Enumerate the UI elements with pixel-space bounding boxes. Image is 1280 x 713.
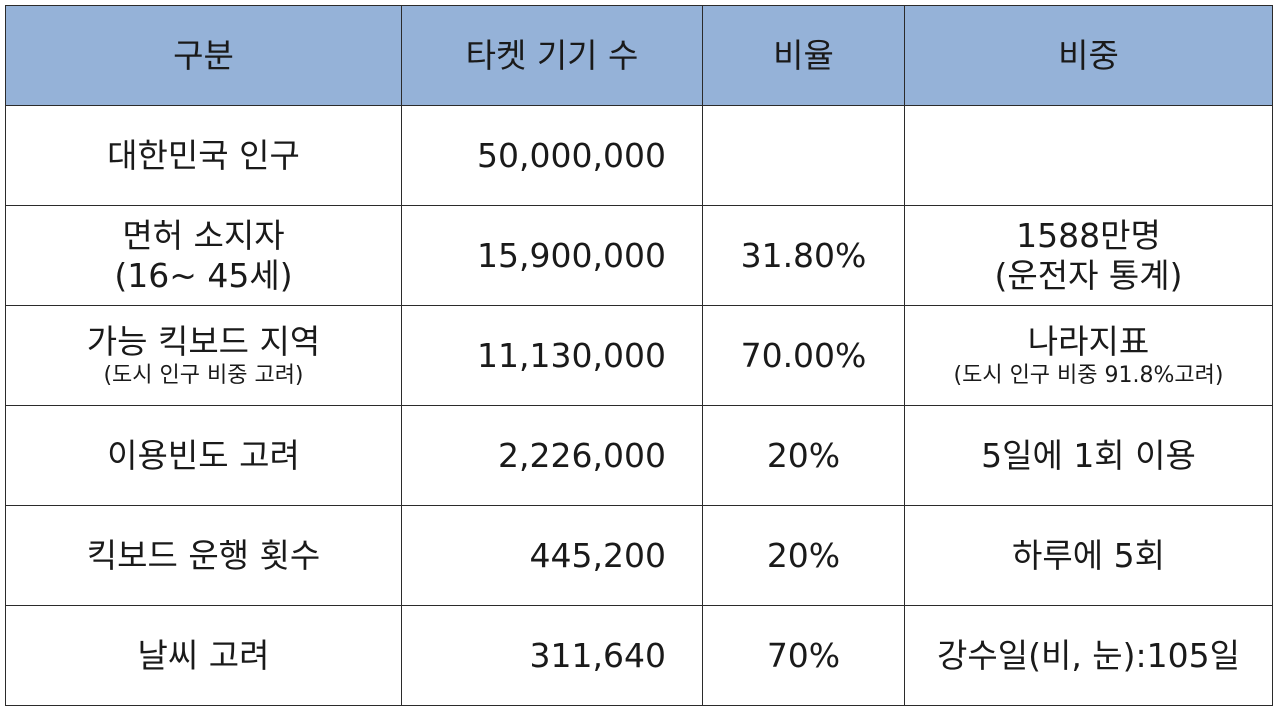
estimate-table: 구분 타켓 기기 수 비율 비중 대한민국 인구 50,000,000 면허 소… bbox=[5, 5, 1273, 706]
row-ratio: 20% bbox=[702, 505, 905, 606]
row-note: 나라지표 bbox=[1027, 321, 1150, 361]
row-label-cell: 면허 소지자 (16~ 45세) bbox=[5, 205, 402, 306]
header-ratio: 비율 bbox=[702, 5, 905, 106]
header-category: 구분 bbox=[5, 5, 402, 106]
row-label-sub: (도시 인구 비중 고려) bbox=[103, 363, 304, 389]
row-count: 2,226,000 bbox=[401, 405, 703, 506]
row-ratio: 70.00% bbox=[702, 305, 905, 406]
row-label-sub: (16~ 45세) bbox=[114, 255, 293, 295]
header-target-count: 타켓 기기 수 bbox=[401, 5, 703, 106]
row-label-cell: 이용빈도 고려 bbox=[5, 405, 402, 506]
row-note-sub: (운전자 통계) bbox=[994, 255, 1183, 295]
row-count: 311,640 bbox=[401, 605, 703, 706]
row-note: 5일에 1회 이용 bbox=[981, 435, 1196, 475]
row-note: 1588만명 bbox=[1016, 215, 1161, 255]
table-row: 면허 소지자 (16~ 45세) 15,900,000 31.80% 1588만… bbox=[5, 205, 1273, 306]
row-count: 50,000,000 bbox=[401, 105, 703, 206]
row-note-cell: 나라지표 (도시 인구 비중 91.8%고려) bbox=[904, 305, 1273, 406]
row-label: 이용빈도 고려 bbox=[107, 435, 300, 475]
row-note: 하루에 5회 bbox=[1012, 535, 1165, 575]
row-count: 15,900,000 bbox=[401, 205, 703, 306]
row-note-cell bbox=[904, 105, 1273, 206]
table-row: 가능 킥보드 지역 (도시 인구 비중 고려) 11,130,000 70.00… bbox=[5, 305, 1273, 406]
row-label-cell: 가능 킥보드 지역 (도시 인구 비중 고려) bbox=[5, 305, 402, 406]
row-ratio: 31.80% bbox=[702, 205, 905, 306]
row-ratio bbox=[702, 105, 905, 206]
row-label-cell: 날씨 고려 bbox=[5, 605, 402, 706]
row-label: 면허 소지자 bbox=[122, 215, 285, 255]
row-ratio: 20% bbox=[702, 405, 905, 506]
table-row: 킥보드 운행 횟수 445,200 20% 하루에 5회 bbox=[5, 505, 1273, 606]
table-row: 대한민국 인구 50,000,000 bbox=[5, 105, 1273, 206]
row-note-cell: 5일에 1회 이용 bbox=[904, 405, 1273, 506]
row-count: 11,130,000 bbox=[401, 305, 703, 406]
row-label-cell: 킥보드 운행 횟수 bbox=[5, 505, 402, 606]
row-note-sub: (도시 인구 비중 91.8%고려) bbox=[953, 363, 1224, 389]
row-note-cell: 강수일(비, 눈):105일 bbox=[904, 605, 1273, 706]
header-weight: 비중 bbox=[904, 5, 1273, 106]
row-label-cell: 대한민국 인구 bbox=[5, 105, 402, 206]
table-row: 날씨 고려 311,640 70% 강수일(비, 눈):105일 bbox=[5, 605, 1273, 706]
row-note-cell: 1588만명 (운전자 통계) bbox=[904, 205, 1273, 306]
header-row: 구분 타켓 기기 수 비율 비중 bbox=[5, 5, 1273, 106]
row-label: 킥보드 운행 횟수 bbox=[86, 535, 321, 575]
row-label: 날씨 고려 bbox=[137, 635, 270, 675]
row-note: 강수일(비, 눈):105일 bbox=[937, 635, 1240, 675]
table-row: 이용빈도 고려 2,226,000 20% 5일에 1회 이용 bbox=[5, 405, 1273, 506]
row-ratio: 70% bbox=[702, 605, 905, 706]
row-count: 445,200 bbox=[401, 505, 703, 606]
row-note-cell: 하루에 5회 bbox=[904, 505, 1273, 606]
row-label: 대한민국 인구 bbox=[107, 135, 300, 175]
row-label: 가능 킥보드 지역 bbox=[86, 321, 321, 361]
